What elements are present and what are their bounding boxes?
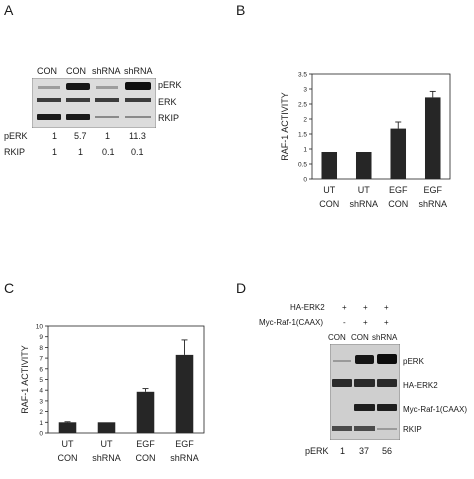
plot-frame <box>311 73 451 180</box>
y-tick-label: 1 <box>303 147 307 154</box>
y-tick-label: 3.5 <box>298 72 307 79</box>
quant-value: 0.1 <box>102 147 115 157</box>
band-label: pERK <box>403 357 424 366</box>
bar <box>390 128 407 179</box>
x-tick-label: CON <box>58 453 78 463</box>
quant-value: 1 <box>78 147 84 157</box>
x-tick-label: EGF <box>136 439 155 449</box>
row-label: pERK <box>305 446 329 456</box>
y-tick-label: 0.5 <box>298 162 307 169</box>
y-tick-label: 9 <box>39 334 43 341</box>
treatment-mark: + <box>363 318 368 327</box>
band-label: ERK <box>158 97 177 107</box>
x-tick-label: CON <box>388 199 408 209</box>
x-tick-label: CON <box>319 199 339 209</box>
band-label: Myc-Raf-1(CAAX) <box>403 405 468 414</box>
treatment-mark: - <box>343 318 346 327</box>
quant-value: 1 <box>52 147 58 157</box>
bar <box>321 152 338 179</box>
quant-value: 1 <box>105 131 111 141</box>
lane-label: CON <box>37 66 57 76</box>
x-tick-label: UT <box>358 185 370 195</box>
x-tick-label: EGF <box>389 185 408 195</box>
y-tick-label: 7 <box>39 356 43 363</box>
band-label: HA-ERK2 <box>403 381 438 390</box>
quant-value: 1 <box>340 446 346 456</box>
blot-image <box>330 344 400 440</box>
y-axis-label: RAF-1 ACTIVITY <box>20 345 30 414</box>
x-tick-label: EGF <box>175 439 194 449</box>
y-tick-label: 3 <box>303 87 307 94</box>
lane-label: CON <box>351 333 369 342</box>
y-tick-label: 0 <box>303 177 307 184</box>
lane-label: shRNA <box>124 66 153 76</box>
row-label: pERK <box>4 131 28 141</box>
panel-d-letter: D <box>236 280 247 296</box>
panel-b-letter: B <box>236 2 246 18</box>
treatment-label: Myc-Raf-1(CAAX) <box>259 318 324 327</box>
chart-b: 0 0.5 1 1.5 2 2.5 3 3.5 RAF-1 ACTIVITY UT CON UT shR… <box>280 72 451 209</box>
treatment-mark: + <box>342 303 347 312</box>
x-tick-label: shRNA <box>349 199 378 209</box>
y-tick-label: 2.5 <box>298 102 307 109</box>
band-label: RKIP <box>158 113 180 123</box>
blot-image <box>32 78 156 128</box>
y-tick-label: 5 <box>39 377 43 384</box>
quant-value: 5.7 <box>74 131 87 141</box>
bar <box>355 152 372 179</box>
x-tick-label: shRNA <box>170 453 199 463</box>
y-tick-label: 8 <box>39 345 43 352</box>
y-tick-label: 0 <box>39 431 43 438</box>
treatment-label: HA-ERK2 <box>290 303 325 312</box>
y-tick-label: 1 <box>39 420 43 427</box>
x-tick-label: shRNA <box>418 199 447 209</box>
lane-label: CON <box>66 66 86 76</box>
x-tick-label: EGF <box>423 185 442 195</box>
y-tick-label: 2 <box>39 409 43 416</box>
panel-c-letter: C <box>4 280 15 296</box>
lane-label: shRNA <box>372 333 398 342</box>
lane-label: CON <box>328 333 346 342</box>
y-tick-label: 2 <box>303 117 307 124</box>
y-tick-label: 4 <box>39 388 43 395</box>
band-label: RKIP <box>403 425 422 434</box>
band-label: pERK <box>158 80 182 90</box>
quant-value: 1 <box>52 131 58 141</box>
quant-value: 37 <box>359 446 370 456</box>
bar <box>58 422 77 433</box>
bar <box>424 97 441 179</box>
bar <box>136 391 155 433</box>
quant-value: 11.3 <box>129 131 146 141</box>
y-axis-label: RAF-1 ACTIVITY <box>280 92 290 161</box>
x-tick-label: UT <box>323 185 335 195</box>
quant-value: 56 <box>382 446 393 456</box>
bar <box>175 354 194 433</box>
chart-c: 0 1 2 3 4 5 6 7 8 9 10 RAF-1 ACTIVITY UT CON UT shRNA EG… <box>20 324 205 463</box>
treatment-mark: + <box>363 303 368 312</box>
y-tick-label: 6 <box>39 366 43 373</box>
x-tick-label: UT <box>62 439 74 449</box>
y-tick-label: 10 <box>36 324 44 331</box>
treatment-mark: + <box>384 318 389 327</box>
y-tick-label: 1.5 <box>298 132 307 139</box>
quant-value: 0.1 <box>131 147 144 157</box>
panel-a-letter: A <box>4 2 14 18</box>
bar <box>97 422 116 433</box>
row-label: RKIP <box>4 147 26 157</box>
x-tick-label: UT <box>101 439 113 449</box>
lane-label: shRNA <box>92 66 121 76</box>
x-tick-label: shRNA <box>92 453 121 463</box>
y-tick-label: 3 <box>39 398 43 405</box>
x-tick-label: CON <box>136 453 156 463</box>
treatment-mark: + <box>384 303 389 312</box>
